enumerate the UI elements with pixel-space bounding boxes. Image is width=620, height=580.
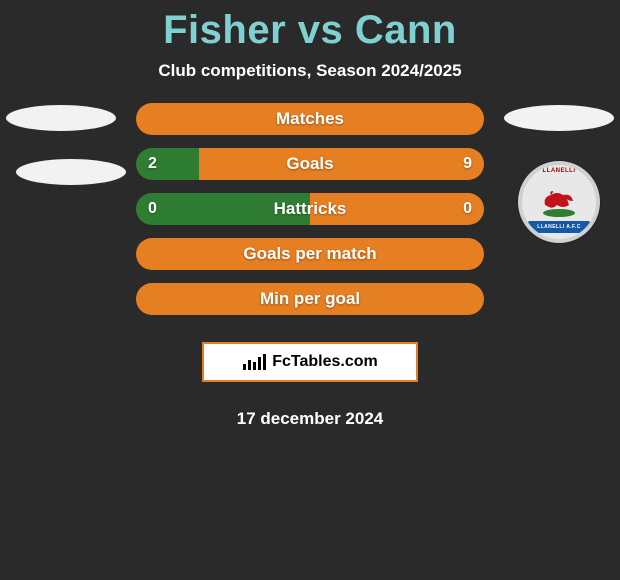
stat-row-goals: Goals 2 9	[136, 148, 484, 180]
page-subtitle: Club competitions, Season 2024/2025	[158, 61, 461, 81]
stat-bar-left	[136, 238, 310, 270]
brand-text: FcTables.com	[272, 353, 378, 371]
page-title: Fisher vs Cann	[163, 8, 457, 53]
stat-bar-right	[199, 148, 484, 180]
stat-bar-right	[310, 283, 484, 315]
stat-row-hattricks: Hattricks 0 0	[136, 193, 484, 225]
infographic-root: Fisher vs Cann Club competitions, Season…	[0, 0, 620, 429]
right-photo-top-placeholder	[504, 105, 614, 131]
badge-banner: LLANELLI A.F.C	[528, 221, 590, 233]
stat-row-matches: Matches	[136, 103, 484, 135]
bar-chart-icon	[242, 353, 266, 371]
stat-row-goals-per-match: Goals per match	[136, 238, 484, 270]
stat-bar-left	[136, 193, 310, 225]
stat-bar-right	[310, 103, 484, 135]
left-photo-placeholder	[16, 159, 126, 185]
stat-bar-left	[136, 283, 310, 315]
comparison-rows: LLANELLI LLANELLI A.F.C Matches Goals 2 …	[0, 103, 620, 429]
date-text: 17 december 2024	[237, 409, 384, 429]
stat-bar-right	[310, 238, 484, 270]
stat-bar-right	[310, 193, 484, 225]
dragon-icon	[539, 187, 579, 217]
left-photo-top-placeholder	[6, 105, 116, 131]
stat-bar-left	[136, 103, 310, 135]
right-club-badge: LLANELLI LLANELLI A.F.C	[518, 161, 600, 243]
badge-top-text: LLANELLI	[543, 168, 576, 174]
brand-box: FcTables.com	[202, 342, 418, 382]
stat-row-min-per-goal: Min per goal	[136, 283, 484, 315]
stat-bar-left	[136, 148, 199, 180]
